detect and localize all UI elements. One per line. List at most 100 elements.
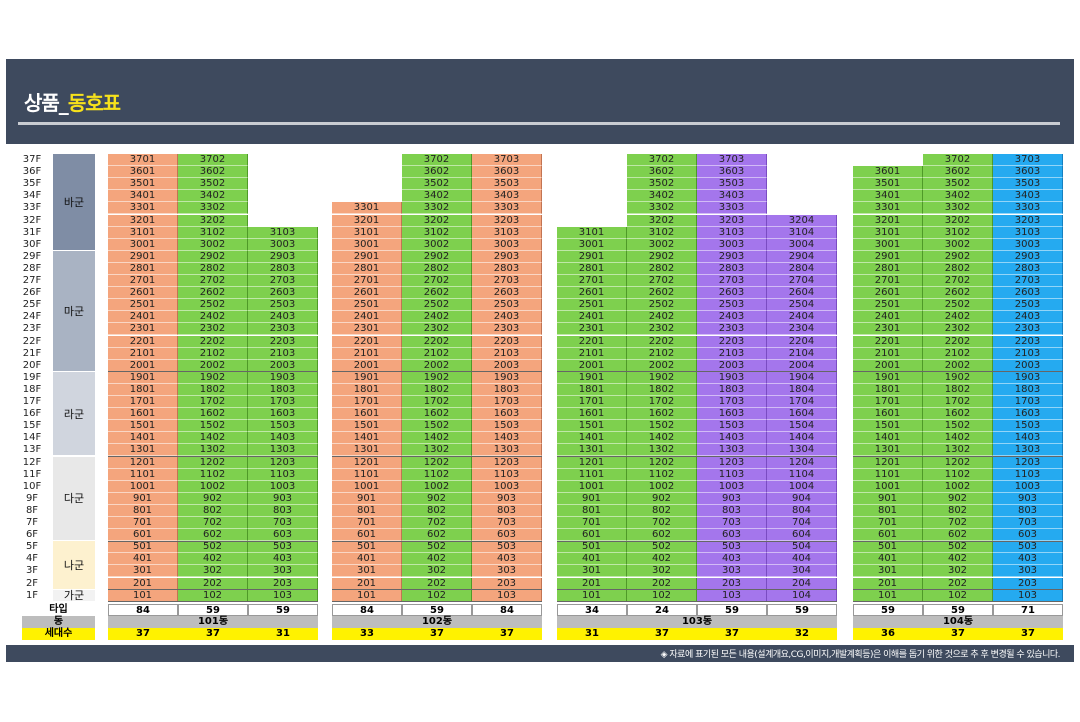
unit-cell[interactable]: 1101 bbox=[557, 468, 627, 481]
unit-cell[interactable]: 2704 bbox=[767, 275, 837, 287]
unit-cell[interactable]: 2303 bbox=[993, 323, 1063, 336]
unit-cell[interactable]: 3403 bbox=[697, 190, 767, 203]
unit-cell[interactable]: 1102 bbox=[402, 468, 472, 481]
unit-cell[interactable]: 303 bbox=[472, 565, 542, 578]
unit-cell[interactable]: 3301 bbox=[332, 202, 402, 215]
unit-cell[interactable]: 1302 bbox=[923, 444, 993, 457]
unit-cell[interactable]: 1503 bbox=[248, 420, 318, 433]
unit-cell[interactable]: 503 bbox=[472, 541, 542, 554]
unit-cell[interactable]: 3004 bbox=[767, 238, 837, 251]
unit-cell[interactable]: 1302 bbox=[627, 444, 697, 457]
unit-cell[interactable]: 803 bbox=[993, 504, 1063, 517]
unit-cell[interactable]: 702 bbox=[178, 517, 248, 529]
unit-cell[interactable]: 2803 bbox=[248, 262, 318, 275]
unit-cell[interactable]: 102 bbox=[402, 589, 472, 602]
unit-cell[interactable]: 603 bbox=[472, 529, 542, 542]
unit-cell[interactable]: 2802 bbox=[627, 262, 697, 275]
unit-cell[interactable]: 1601 bbox=[332, 408, 402, 421]
unit-cell[interactable]: 401 bbox=[853, 553, 923, 566]
unit-cell[interactable]: 1204 bbox=[767, 456, 837, 469]
unit-cell[interactable]: 2303 bbox=[472, 323, 542, 336]
unit-cell[interactable]: 3301 bbox=[853, 202, 923, 215]
unit-cell[interactable]: 602 bbox=[627, 529, 697, 542]
unit-cell[interactable]: 2902 bbox=[627, 250, 697, 263]
unit-cell[interactable]: 3003 bbox=[993, 238, 1063, 251]
unit-cell[interactable]: 2401 bbox=[853, 311, 923, 324]
unit-cell[interactable]: 2703 bbox=[697, 275, 767, 287]
unit-cell[interactable]: 901 bbox=[557, 492, 627, 505]
unit-cell[interactable]: 1101 bbox=[332, 468, 402, 481]
unit-cell[interactable]: 802 bbox=[923, 504, 993, 517]
unit-cell[interactable]: 502 bbox=[923, 541, 993, 554]
unit-cell[interactable]: 801 bbox=[557, 504, 627, 517]
unit-cell[interactable]: 1002 bbox=[923, 480, 993, 493]
unit-cell[interactable]: 1003 bbox=[472, 480, 542, 493]
unit-cell[interactable]: 601 bbox=[557, 529, 627, 542]
unit-cell[interactable]: 3001 bbox=[332, 238, 402, 251]
unit-cell[interactable]: 3502 bbox=[923, 178, 993, 191]
unit-cell[interactable]: 701 bbox=[108, 517, 178, 529]
unit-cell[interactable]: 901 bbox=[108, 492, 178, 505]
unit-cell[interactable]: 204 bbox=[767, 577, 837, 590]
unit-cell[interactable]: 3201 bbox=[108, 214, 178, 227]
unit-cell[interactable]: 202 bbox=[923, 577, 993, 590]
unit-cell[interactable]: 2202 bbox=[923, 335, 993, 348]
unit-cell[interactable]: 703 bbox=[697, 517, 767, 529]
unit-cell[interactable]: 902 bbox=[627, 492, 697, 505]
unit-cell[interactable]: 502 bbox=[627, 541, 697, 554]
unit-cell[interactable]: 2302 bbox=[178, 323, 248, 336]
unit-cell[interactable]: 2201 bbox=[557, 335, 627, 348]
unit-cell[interactable]: 1202 bbox=[627, 456, 697, 469]
unit-cell[interactable]: 2501 bbox=[853, 299, 923, 312]
unit-cell[interactable]: 902 bbox=[402, 492, 472, 505]
unit-cell[interactable]: 3402 bbox=[627, 190, 697, 203]
unit-cell[interactable]: 3003 bbox=[697, 238, 767, 251]
unit-cell[interactable]: 503 bbox=[248, 541, 318, 554]
unit-cell[interactable]: 2202 bbox=[627, 335, 697, 348]
unit-cell[interactable]: 2802 bbox=[923, 262, 993, 275]
unit-cell[interactable]: 2903 bbox=[248, 250, 318, 263]
unit-cell[interactable]: 2203 bbox=[248, 335, 318, 348]
unit-cell[interactable]: 302 bbox=[402, 565, 472, 578]
unit-cell[interactable]: 3302 bbox=[178, 202, 248, 215]
unit-cell[interactable]: 1603 bbox=[472, 408, 542, 421]
unit-cell[interactable]: 2903 bbox=[697, 250, 767, 263]
unit-cell[interactable]: 301 bbox=[853, 565, 923, 578]
unit-cell[interactable]: 2603 bbox=[472, 287, 542, 300]
unit-cell[interactable]: 1604 bbox=[767, 408, 837, 421]
unit-cell[interactable]: 3101 bbox=[853, 226, 923, 239]
unit-cell[interactable]: 2903 bbox=[993, 250, 1063, 263]
unit-cell[interactable]: 102 bbox=[923, 589, 993, 602]
unit-cell[interactable]: 2001 bbox=[108, 359, 178, 372]
unit-cell[interactable]: 1104 bbox=[767, 468, 837, 481]
unit-cell[interactable]: 803 bbox=[697, 504, 767, 517]
unit-cell[interactable]: 1603 bbox=[993, 408, 1063, 421]
unit-cell[interactable]: 2003 bbox=[248, 359, 318, 372]
unit-cell[interactable]: 1602 bbox=[923, 408, 993, 421]
unit-cell[interactable]: 1001 bbox=[332, 480, 402, 493]
unit-cell[interactable]: 1803 bbox=[472, 383, 542, 396]
unit-cell[interactable]: 101 bbox=[108, 589, 178, 602]
unit-cell[interactable]: 3601 bbox=[853, 166, 923, 179]
unit-cell[interactable]: 3301 bbox=[108, 202, 178, 215]
unit-cell[interactable]: 2601 bbox=[853, 287, 923, 300]
unit-cell[interactable]: 1602 bbox=[402, 408, 472, 421]
unit-cell[interactable]: 2503 bbox=[993, 299, 1063, 312]
unit-cell[interactable]: 203 bbox=[472, 577, 542, 590]
unit-cell[interactable]: 2801 bbox=[108, 262, 178, 275]
unit-cell[interactable]: 603 bbox=[993, 529, 1063, 542]
unit-cell[interactable]: 3702 bbox=[402, 154, 472, 166]
unit-cell[interactable]: 503 bbox=[697, 541, 767, 554]
unit-cell[interactable]: 3402 bbox=[402, 190, 472, 203]
unit-cell[interactable]: 2203 bbox=[697, 335, 767, 348]
unit-cell[interactable]: 3401 bbox=[108, 190, 178, 203]
unit-cell[interactable]: 402 bbox=[627, 553, 697, 566]
unit-cell[interactable]: 1003 bbox=[697, 480, 767, 493]
unit-cell[interactable]: 2702 bbox=[402, 275, 472, 287]
unit-cell[interactable]: 1401 bbox=[332, 432, 402, 445]
unit-cell[interactable]: 1001 bbox=[557, 480, 627, 493]
unit-cell[interactable]: 1101 bbox=[108, 468, 178, 481]
unit-cell[interactable]: 1303 bbox=[472, 444, 542, 457]
unit-cell[interactable]: 303 bbox=[248, 565, 318, 578]
unit-cell[interactable]: 702 bbox=[923, 517, 993, 529]
